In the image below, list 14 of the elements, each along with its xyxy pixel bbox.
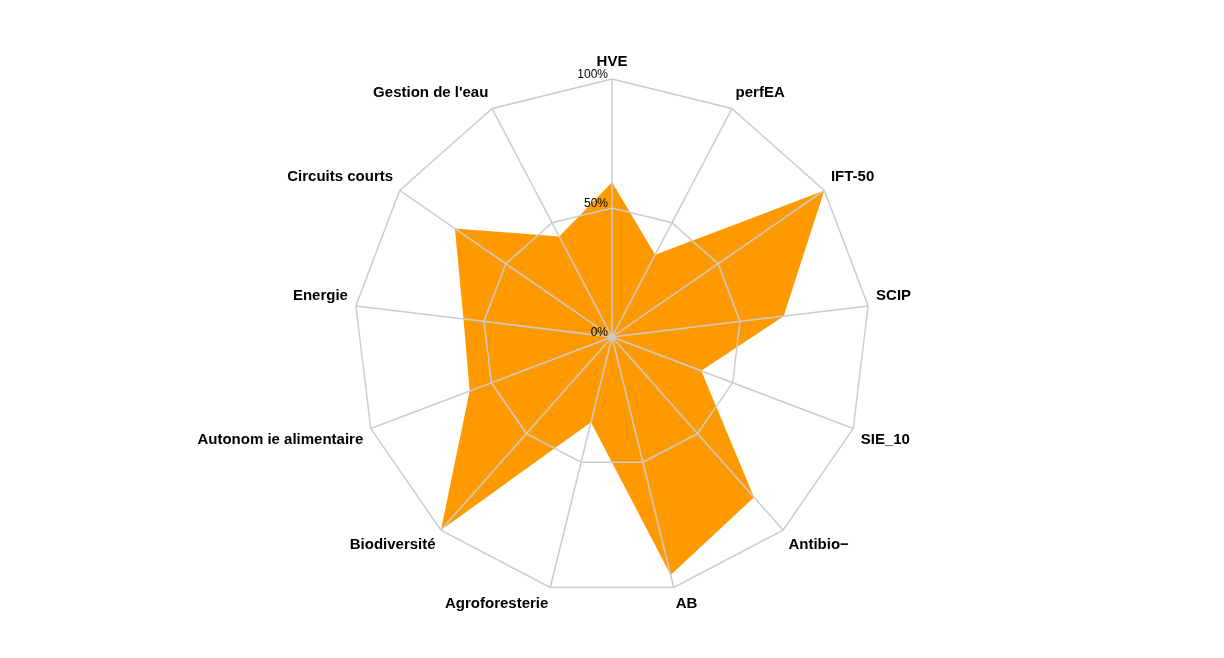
spoke-label: Autonom ie alimentaire: [197, 430, 364, 448]
spoke-label: IFT-50: [830, 167, 875, 185]
spoke-label: perfEA: [735, 82, 785, 100]
spoke-label: Antibio−: [788, 535, 850, 553]
spoke-label: AB: [675, 594, 698, 612]
spoke-label: Gestion de l'eau: [373, 82, 489, 100]
spoke-label: SIE_10: [860, 430, 910, 448]
spoke-label: Energie: [292, 286, 348, 304]
spoke-label: HVE: [596, 52, 628, 70]
spoke-label: Circuits courts: [287, 167, 394, 185]
spoke-label: Agroforesterie: [444, 594, 549, 612]
spoke-label: SCIP: [876, 286, 912, 304]
y-tick-label: 100%: [577, 67, 609, 82]
spoke-label: Biodiversité: [349, 535, 436, 553]
